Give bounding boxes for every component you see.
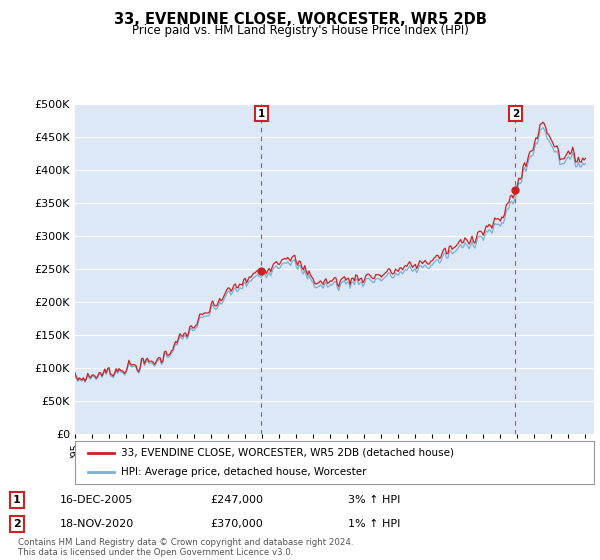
Text: 3% ↑ HPI: 3% ↑ HPI bbox=[348, 495, 400, 505]
Text: £247,000: £247,000 bbox=[210, 495, 263, 505]
Text: 2: 2 bbox=[13, 519, 20, 529]
Text: Price paid vs. HM Land Registry's House Price Index (HPI): Price paid vs. HM Land Registry's House … bbox=[131, 24, 469, 37]
Text: 33, EVENDINE CLOSE, WORCESTER, WR5 2DB (detached house): 33, EVENDINE CLOSE, WORCESTER, WR5 2DB (… bbox=[121, 448, 454, 458]
Text: 33, EVENDINE CLOSE, WORCESTER, WR5 2DB: 33, EVENDINE CLOSE, WORCESTER, WR5 2DB bbox=[113, 12, 487, 27]
Text: Contains HM Land Registry data © Crown copyright and database right 2024.
This d: Contains HM Land Registry data © Crown c… bbox=[18, 538, 353, 557]
Text: 2: 2 bbox=[512, 109, 519, 119]
Text: 16-DEC-2005: 16-DEC-2005 bbox=[60, 495, 133, 505]
Text: 1: 1 bbox=[258, 109, 265, 119]
Text: 1: 1 bbox=[13, 495, 20, 505]
Text: 18-NOV-2020: 18-NOV-2020 bbox=[60, 519, 134, 529]
Text: £370,000: £370,000 bbox=[210, 519, 263, 529]
Text: HPI: Average price, detached house, Worcester: HPI: Average price, detached house, Worc… bbox=[121, 467, 366, 477]
Text: 1% ↑ HPI: 1% ↑ HPI bbox=[348, 519, 400, 529]
